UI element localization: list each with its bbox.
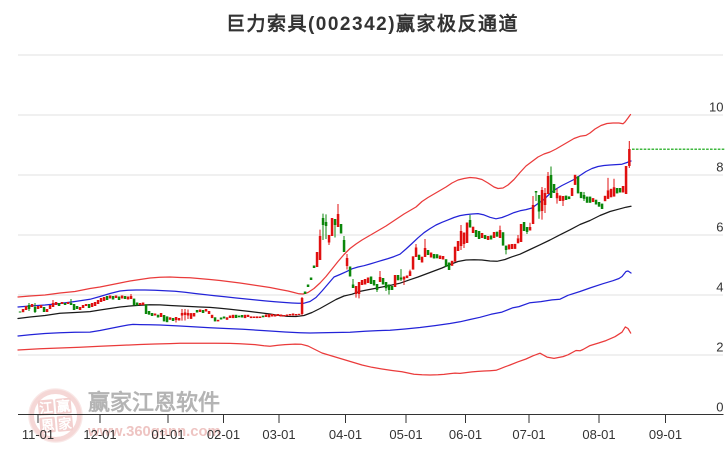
- svg-text:10: 10: [709, 100, 723, 115]
- svg-text:02-01: 02-01: [207, 427, 240, 442]
- svg-text:01-01: 01-01: [151, 427, 184, 442]
- svg-text:11-01: 11-01: [22, 427, 54, 442]
- svg-text:赢家江恩软件: 赢家江恩软件: [88, 390, 220, 415]
- svg-text:04-01: 04-01: [329, 427, 362, 442]
- svg-text:12-01: 12-01: [83, 427, 116, 442]
- svg-text:2: 2: [716, 340, 723, 355]
- svg-text:6: 6: [716, 220, 723, 235]
- svg-text:07-01: 07-01: [512, 427, 545, 442]
- svg-text:江: 江: [39, 399, 54, 416]
- svg-text:家: 家: [58, 415, 73, 432]
- svg-text:06-01: 06-01: [449, 427, 482, 442]
- svg-text:www.360gann.com: www.360gann.com: [87, 424, 221, 440]
- svg-text:4: 4: [716, 280, 723, 295]
- svg-text:03-01: 03-01: [262, 427, 295, 442]
- svg-text:09-01: 09-01: [649, 427, 682, 442]
- svg-text:8: 8: [716, 160, 723, 175]
- svg-text:0: 0: [716, 400, 723, 415]
- svg-text:赢: 赢: [56, 397, 71, 414]
- svg-text:05-01: 05-01: [389, 427, 422, 442]
- svg-text:08-01: 08-01: [582, 427, 615, 442]
- svg-text:恩: 恩: [40, 417, 55, 433]
- svg-text:巨力索具(002342)赢家极反通道: 巨力索具(002342)赢家极反通道: [226, 12, 519, 35]
